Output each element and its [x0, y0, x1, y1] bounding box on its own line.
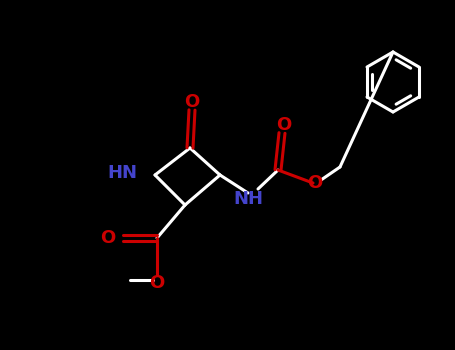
Text: HN: HN: [107, 164, 137, 182]
Text: O: O: [276, 116, 292, 134]
Text: NH: NH: [233, 190, 263, 208]
Text: O: O: [308, 174, 323, 192]
Text: O: O: [184, 93, 200, 111]
Text: O: O: [149, 274, 165, 292]
Text: O: O: [100, 229, 115, 247]
